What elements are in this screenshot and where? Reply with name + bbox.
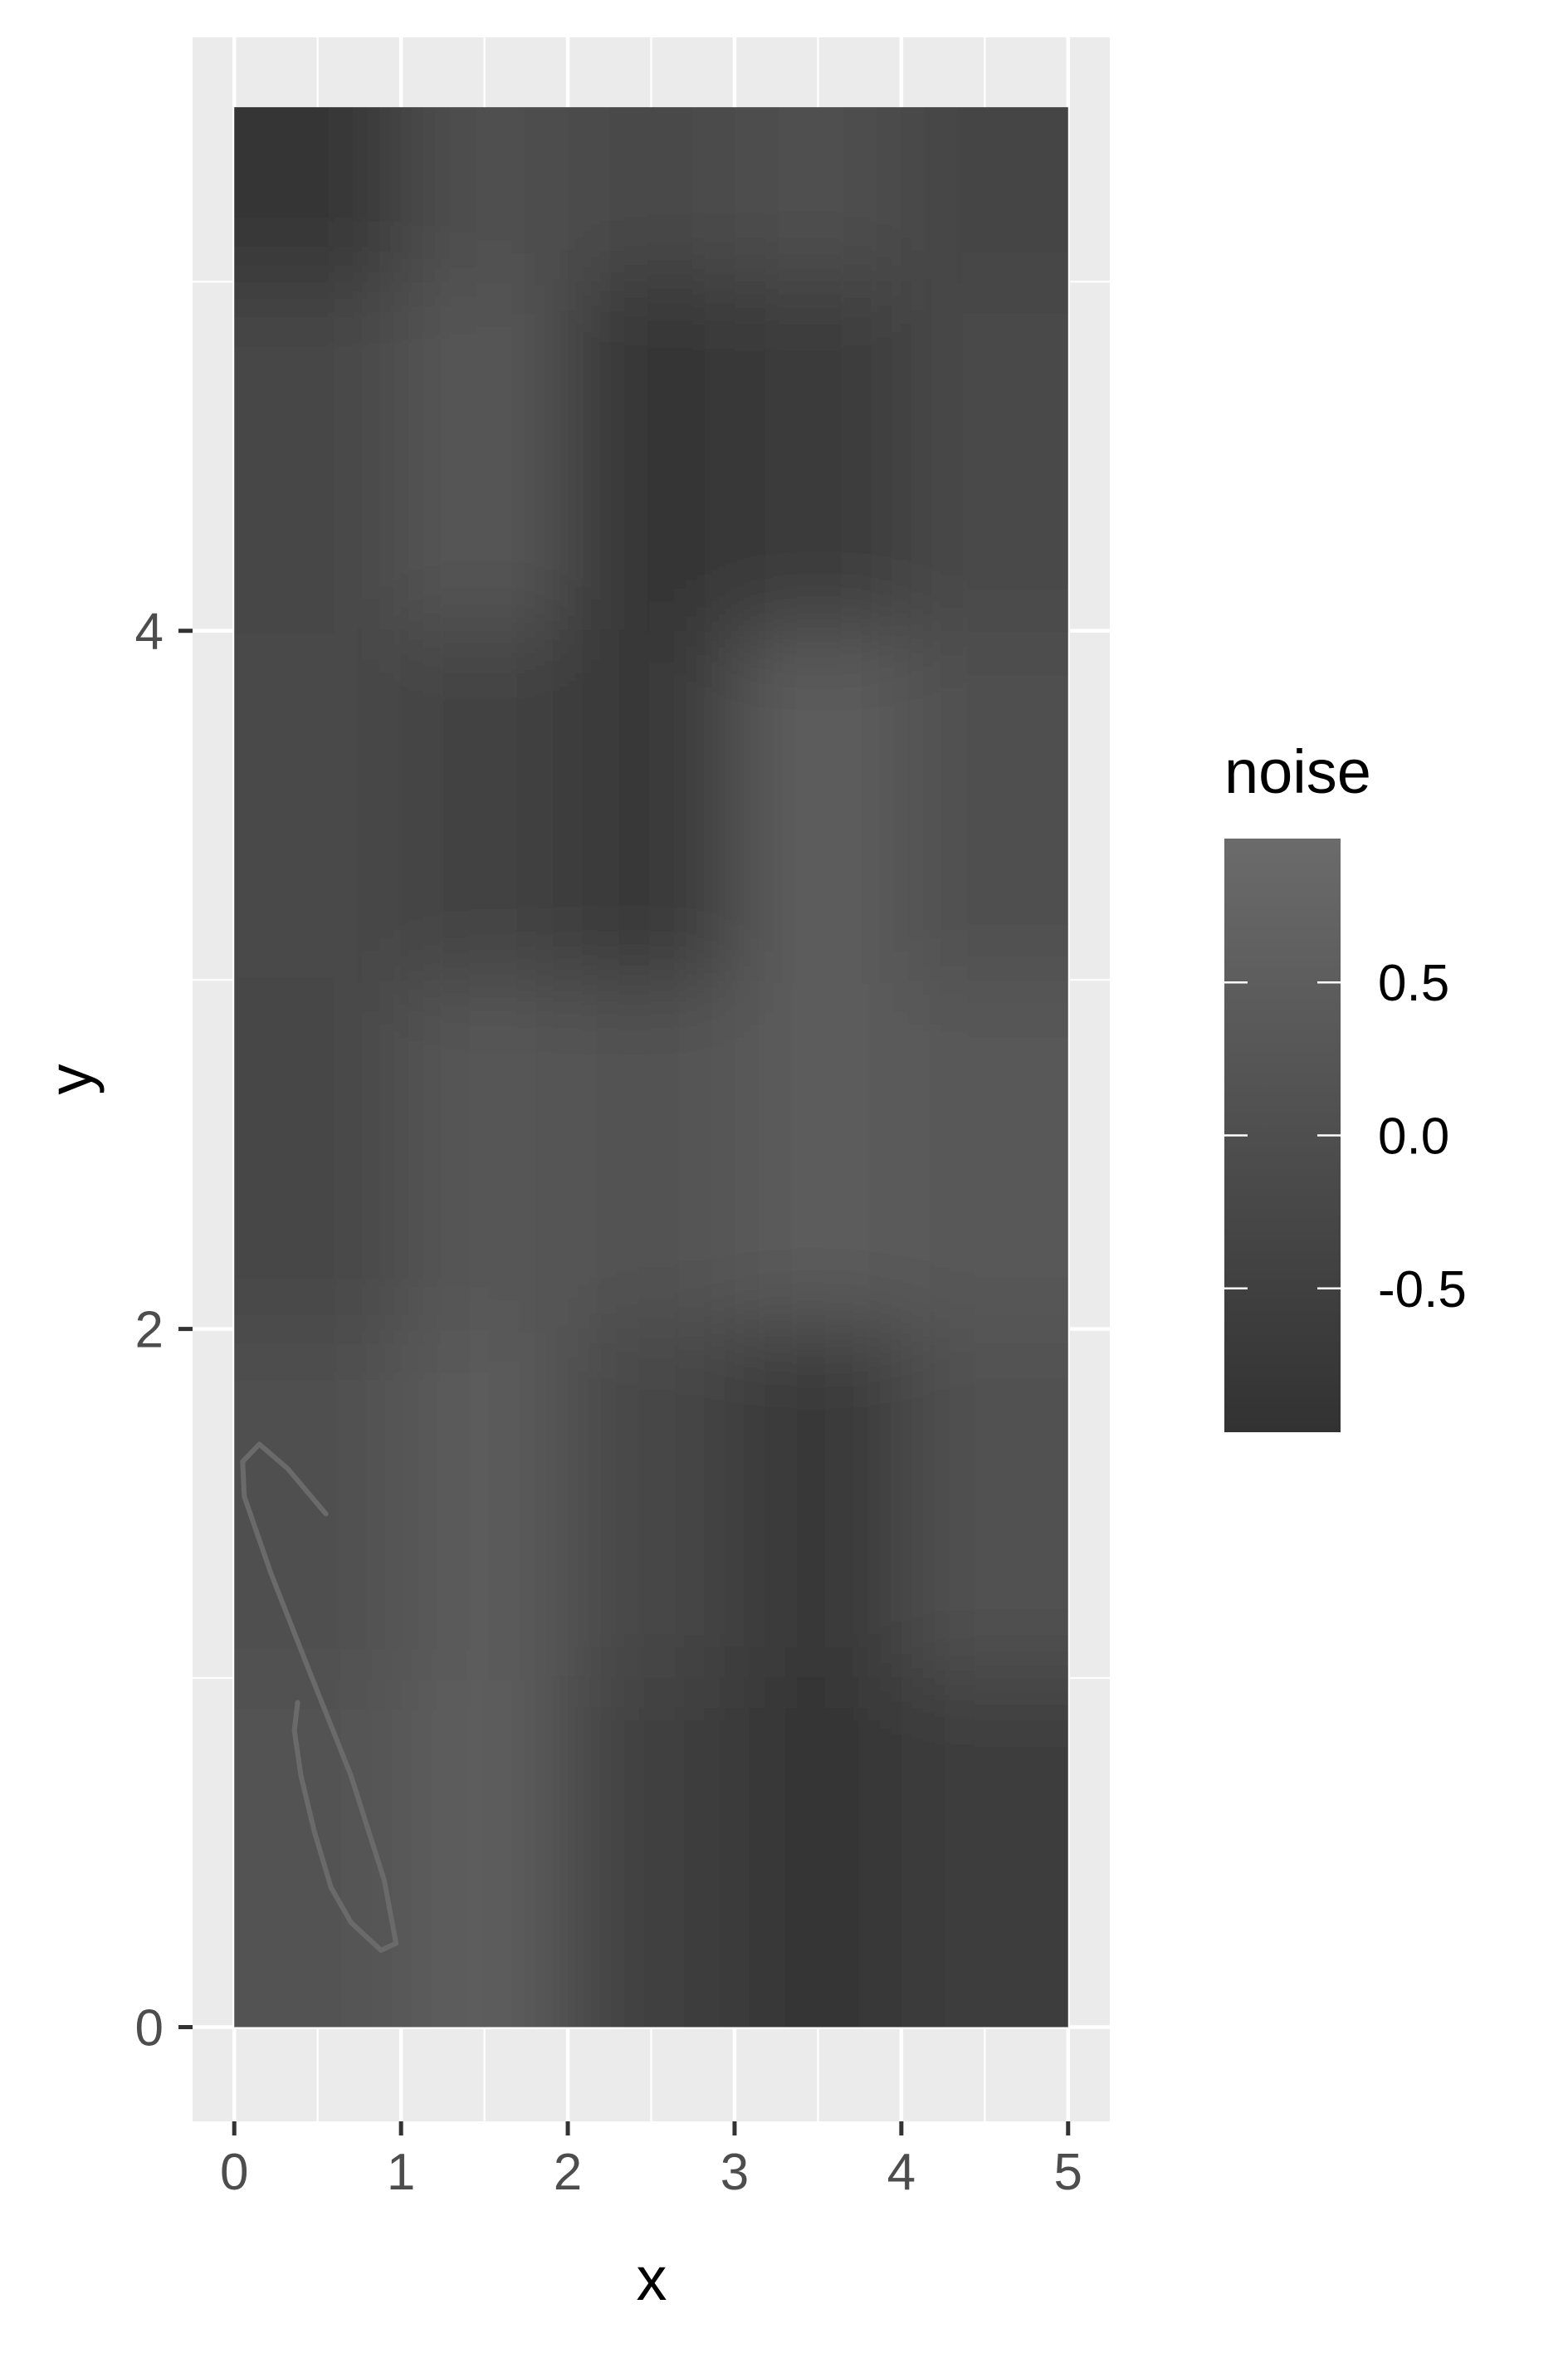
y-axis-title: y — [36, 1064, 105, 1095]
heatmap-cell — [568, 1678, 735, 2028]
heatmap-cell — [568, 1328, 735, 1679]
x-tick-label: 0 — [220, 2144, 248, 2201]
heatmap-cell — [568, 980, 735, 1329]
heatmap-cell — [401, 1328, 569, 1679]
x-tick-label: 3 — [720, 2144, 749, 2201]
heatmap-cell — [901, 1678, 1068, 2028]
heatmap-cell — [401, 281, 569, 631]
heatmap-cell — [401, 630, 569, 981]
heatmap-cell — [568, 281, 735, 631]
heatmap-cell — [901, 281, 1068, 631]
heatmap-cell — [568, 630, 735, 981]
y-tick-label: 2 — [135, 1302, 164, 1359]
heatmap-cell — [401, 980, 569, 1329]
heatmap-cell — [901, 107, 1068, 282]
heatmap-cell — [401, 1678, 569, 2028]
heatmap-cell — [734, 630, 901, 981]
legend-title: noise — [1224, 737, 1371, 806]
y-tick-label: 4 — [135, 604, 164, 661]
heatmap-cell — [734, 1678, 901, 2028]
y-axis-ticks: 0 2 4 — [135, 604, 193, 2057]
y-tick-label: 0 — [135, 1999, 164, 2057]
x-axis-title: x — [637, 2244, 667, 2313]
legend: noise 0.5 0.0 -0.5 — [1224, 737, 1467, 1432]
heatmap-cell — [234, 1328, 402, 1679]
legend-tick-label: 0.5 — [1378, 955, 1449, 1012]
heatmap-cell — [568, 107, 735, 282]
legend-tick-label: 0.0 — [1378, 1108, 1449, 1166]
heatmap-cell — [734, 281, 901, 631]
heatmap-cell — [401, 107, 569, 282]
x-tick-label: 5 — [1054, 2144, 1082, 2201]
heatmap-cell — [234, 281, 402, 631]
heatmap-cell — [901, 1328, 1068, 1679]
heatmap-cell — [234, 107, 402, 282]
heatmap-cell — [901, 980, 1068, 1329]
legend-tick-label: -0.5 — [1378, 1261, 1467, 1318]
x-tick-label: 4 — [887, 2144, 916, 2201]
x-tick-label: 2 — [554, 2144, 582, 2201]
heatmap-surface — [234, 107, 1068, 2028]
curve-line — [240, 1441, 399, 1953]
heatmap-cell — [234, 630, 402, 981]
heatmap-cell — [734, 980, 901, 1329]
heatmap-cell — [234, 980, 402, 1329]
x-axis-ticks: 0 1 2 3 4 5 — [220, 2121, 1082, 2201]
heatmap-cell — [734, 1328, 901, 1679]
heatmap-cell — [901, 630, 1068, 981]
heatmap-cell — [734, 107, 901, 282]
x-tick-label: 1 — [387, 2144, 415, 2201]
